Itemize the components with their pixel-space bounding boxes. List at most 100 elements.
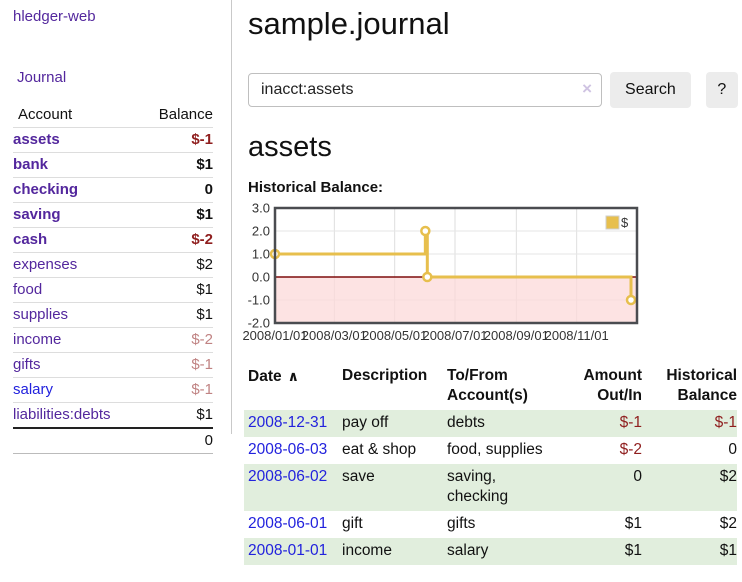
- account-link-cash[interactable]: cash: [13, 231, 48, 248]
- account-link-income[interactable]: income: [13, 331, 62, 348]
- account-balance: $-1: [141, 127, 213, 153]
- account-row: liabilities:debts $1: [13, 402, 213, 428]
- svg-text:0.0: 0.0: [252, 270, 270, 285]
- account-balance: $1: [141, 202, 213, 228]
- accounts-total-row: 0: [13, 427, 213, 454]
- accounts-col-balance: Balance: [141, 103, 213, 128]
- page-title: sample.journal: [248, 6, 450, 41]
- accounts-table: Account Balance assets $-1 bank $1 check…: [13, 103, 213, 454]
- svg-text:2008/09/01: 2008/09/01: [484, 328, 549, 343]
- account-balance: $1: [141, 302, 213, 328]
- search-button[interactable]: Search: [610, 72, 691, 108]
- transaction-description: pay off: [342, 414, 389, 431]
- transaction-amount: $-2: [619, 441, 642, 458]
- transaction-balance: $2: [719, 468, 737, 485]
- account-link-assets[interactable]: assets: [13, 131, 60, 148]
- svg-text:2008/03/01: 2008/03/01: [302, 328, 367, 343]
- account-balance: 0: [141, 177, 213, 203]
- transaction-amount: $-1: [619, 414, 642, 431]
- account-row: saving $1: [13, 202, 213, 228]
- account-row: salary $-1: [13, 377, 213, 403]
- account-row: assets $-1: [13, 127, 213, 153]
- accounts-header-row: Account Balance: [13, 103, 213, 128]
- account-link-bank[interactable]: bank: [13, 156, 49, 173]
- account-link-liabilities-debts[interactable]: liabilities:debts: [13, 406, 111, 423]
- account-link-checking[interactable]: checking: [13, 181, 79, 198]
- register-row: 2008-06-03 eat & shop food, supplies $-2…: [244, 437, 737, 464]
- help-button[interactable]: ?: [705, 72, 738, 108]
- app-title-link[interactable]: hledger-web: [13, 8, 96, 25]
- accounts-col-account: Account: [13, 103, 142, 128]
- account-balance: $-2: [141, 327, 213, 353]
- register-table: Date ∧ Description To/From Account(s) Amou…: [244, 364, 737, 565]
- account-row: gifts $-1: [13, 352, 213, 378]
- search-input[interactable]: [248, 73, 603, 107]
- transaction-date-link[interactable]: 2008-06-01: [248, 515, 328, 532]
- transaction-balance: $-1: [714, 414, 737, 431]
- transaction-date-link[interactable]: 2008-06-03: [248, 441, 328, 458]
- transaction-accounts: salary: [447, 542, 489, 559]
- transaction-description: gift: [342, 515, 363, 532]
- svg-text:$: $: [621, 215, 629, 230]
- transaction-date-link[interactable]: 2008-01-01: [248, 542, 328, 559]
- svg-text:2008/11/01: 2008/11/01: [545, 328, 609, 343]
- svg-text:-1.0: -1.0: [248, 293, 270, 308]
- account-row: income $-2: [13, 327, 213, 353]
- account-link-salary[interactable]: salary: [13, 381, 54, 398]
- svg-text:2008/05/01: 2008/05/01: [362, 328, 427, 343]
- transaction-balance: 0: [728, 441, 737, 458]
- svg-text:1.0: 1.0: [252, 247, 270, 262]
- sidebar-item-journal[interactable]: Journal: [17, 69, 67, 86]
- register-col-accounts: To/From Account(s): [447, 367, 528, 404]
- search-bar: × Search ?: [248, 72, 738, 108]
- account-row: bank $1: [13, 152, 213, 178]
- register-col-amount: Amount Out/In: [583, 367, 642, 404]
- transaction-accounts: debts: [447, 414, 485, 431]
- account-row: checking 0: [13, 177, 213, 203]
- account-balance: $-2: [141, 227, 213, 253]
- account-row: supplies $1: [13, 302, 213, 328]
- transaction-date-link[interactable]: 2008-06-02: [248, 468, 328, 485]
- transaction-accounts: food, supplies: [447, 441, 543, 458]
- account-row: expenses $2: [13, 252, 213, 278]
- account-link-gifts[interactable]: gifts: [13, 356, 41, 373]
- register-row: 2008-12-31 pay off debts $-1 $-1: [244, 410, 737, 437]
- register-col-date[interactable]: Date ∧: [248, 368, 299, 385]
- transaction-balance: $2: [719, 515, 737, 532]
- account-balance: $-1: [141, 352, 213, 378]
- chart-canvas: $3.0 2.0 1.0 0.0 -1.0 -2.02008/01/012008/03/0…: [242, 201, 639, 343]
- account-balance: $-1: [141, 377, 213, 403]
- sort-ascending-icon: ∧: [287, 368, 299, 384]
- sidebar: hledger-web Journal Account Balance asse…: [0, 0, 232, 454]
- svg-text:2.0: 2.0: [252, 224, 270, 239]
- account-heading: assets: [248, 131, 332, 163]
- clear-search-icon[interactable]: ×: [582, 79, 593, 98]
- accounts-total-value: 0: [141, 427, 213, 454]
- account-balance: $1: [141, 277, 213, 303]
- transaction-balance: $1: [719, 542, 737, 559]
- transaction-accounts: saving, checking: [447, 468, 509, 505]
- account-row: cash $-2: [13, 227, 213, 253]
- register-row: 2008-06-02 save saving, checking 0 $2: [244, 464, 737, 511]
- account-link-saving[interactable]: saving: [13, 206, 61, 223]
- transaction-accounts: gifts: [447, 515, 476, 532]
- account-link-expenses[interactable]: expenses: [13, 256, 78, 273]
- transaction-description: save: [342, 468, 375, 485]
- transaction-amount: $1: [624, 515, 642, 532]
- account-row: food $1: [13, 277, 213, 303]
- account-balance: $1: [141, 402, 213, 428]
- account-link-food[interactable]: food: [13, 281, 43, 298]
- historical-balance-chart: $3.0 2.0 1.0 0.0 -1.0 -2.0 2008/01/01 2008/03/0…: [242, 200, 738, 350]
- account-balance: $1: [141, 152, 213, 178]
- account-link-supplies[interactable]: supplies: [13, 306, 69, 323]
- svg-text:2008/01/01: 2008/01/01: [242, 328, 307, 343]
- chart-label: Historical Balance:: [248, 179, 384, 196]
- svg-text:-2.0: -2.0: [248, 316, 270, 331]
- transaction-date-link[interactable]: 2008-12-31: [248, 414, 328, 431]
- main-content: sample.journal × Search ? assets Histori…: [242, 0, 738, 565]
- transaction-amount: $1: [624, 542, 642, 559]
- transaction-amount: 0: [633, 468, 642, 485]
- svg-text:3.0: 3.0: [252, 201, 270, 216]
- transaction-description: income: [342, 542, 392, 559]
- register-col-description: Description: [342, 367, 428, 384]
